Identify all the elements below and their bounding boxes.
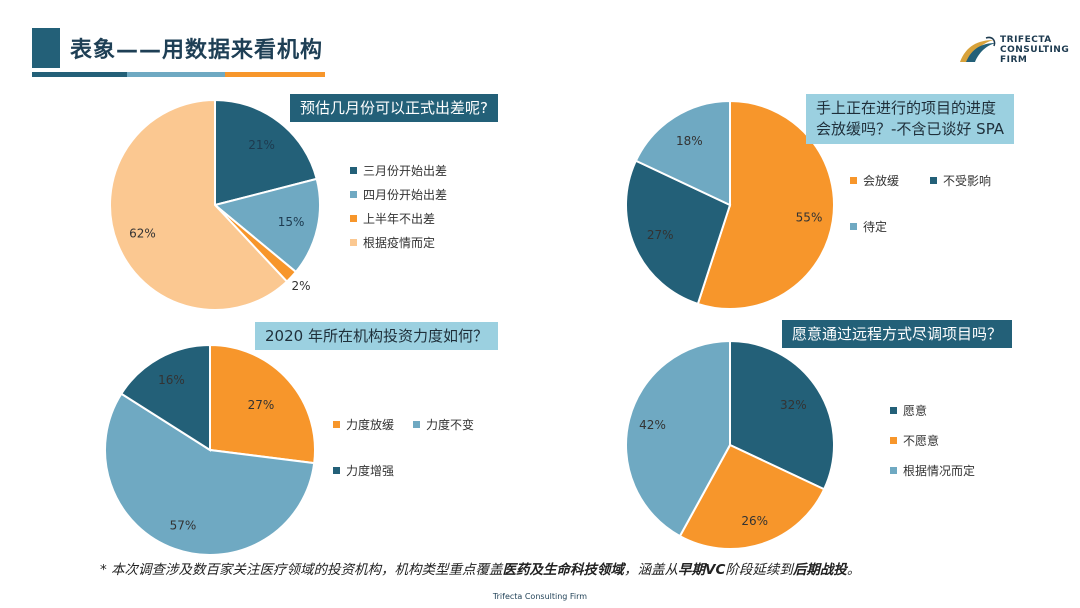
pie-data-label-1: 57% [170, 518, 197, 532]
footnote: * 本次调查涉及数百家关注医疗领域的投资机构，机构类型重点覆盖医药及生命科技领域… [100, 558, 860, 578]
page-title: 表象——用数据来看机构 [70, 38, 324, 63]
legend-label: 力度增强 [346, 464, 395, 478]
legend-swatch [350, 191, 357, 198]
footer-brand: Trifecta Consulting Firm [492, 592, 588, 601]
legend-label: 根据疫情而定 [363, 236, 436, 250]
legend-item-0: 三月份开始出差 [350, 162, 447, 179]
pie-data-label-2: 2% [291, 279, 310, 293]
legend-item-2: 力度增强 [333, 462, 394, 479]
legend-label: 不愿意 [903, 434, 940, 448]
chart-title-remote-dd: 愿意通过远程方式尽调项目吗？ [782, 320, 1013, 348]
legend-item-1: 不受影响 [930, 172, 991, 189]
pie-chart-investment-intensity: 27% 57% 16% [104, 343, 316, 556]
legend-swatch [350, 215, 357, 222]
legend-label: 愿意 [903, 404, 928, 418]
legend-item-3: 根据疫情而定 [350, 234, 435, 251]
legend-item-0: 会放缓 [850, 172, 899, 189]
legend-swatch [850, 177, 857, 184]
pie-slice-0 [214, 98, 318, 207]
legend-label: 上半年不出差 [363, 212, 436, 226]
pie-slice-1 [212, 177, 321, 274]
chart-title-travel: 预估几月份可以正式出差呢? [290, 94, 498, 122]
legend-item-2: 根据情况而定 [890, 462, 975, 479]
pie-data-label-1: 15% [278, 215, 305, 229]
legend-swatch [930, 177, 937, 184]
pie-data-label-1: 26% [741, 514, 768, 528]
pie-slice-2 [625, 339, 731, 538]
legend-item-1: 不愿意 [890, 432, 939, 449]
footnote-bold-2: 早期VC [678, 562, 726, 578]
logo-line-3: FIRM [1000, 55, 1028, 65]
title-underline-navy [32, 72, 127, 77]
pie-data-label-2: 16% [158, 373, 185, 387]
pie-data-label-2: 18% [676, 134, 703, 148]
pie-slice-2 [634, 99, 731, 207]
legend-label: 力度不变 [426, 418, 475, 432]
legend-item-2: 上半年不出差 [350, 210, 435, 227]
legend-swatch [333, 467, 340, 474]
pie-data-label-1: 27% [647, 228, 674, 242]
chart-title-project-progress: 手上正在进行的项目的进度 会放缓吗？-不含已谈好 SPA [806, 94, 1015, 144]
pie-chart-remote-dd: 32% 26% 42% [625, 339, 835, 550]
legend-label: 三月份开始出差 [363, 164, 448, 178]
legend-swatch [890, 467, 897, 474]
logo-line-2: CONSULTING [1000, 45, 1070, 55]
legend-item-0: 愿意 [890, 402, 927, 419]
chart-title-line-1: 手上正在进行的项目的进度 [816, 99, 997, 117]
legend-item-0: 力度放缓 [333, 416, 394, 433]
legend-label: 待定 [863, 220, 888, 234]
pie-chart-travel: 21% 15% 2% 62% [109, 98, 321, 311]
footnote-bold-1: 医药及生命科技领域 [502, 562, 625, 578]
legend-item-1: 四月份开始出差 [350, 186, 447, 203]
pie-slice-2 [119, 343, 211, 452]
legend-swatch [890, 437, 897, 444]
legend-swatch [350, 239, 357, 246]
legend-swatch [350, 167, 357, 174]
legend-swatch [333, 421, 340, 428]
logo-line-1: TRIFECTA [1000, 35, 1052, 45]
pie-slice-0 [209, 343, 316, 465]
pie-data-label-0: 27% [248, 398, 275, 412]
chart-title-investment-intensity: 2020 年所在机构投资力度如何？ [255, 322, 498, 350]
footnote-part-1: * 本次调查涉及数百家关注医疗领域的投资机构，机构类型重点覆盖 [100, 562, 503, 578]
title-underline-teal [127, 72, 225, 77]
pie-slice-0 [696, 99, 835, 310]
legend-label: 力度放缓 [346, 418, 395, 432]
footnote-part-4: 。 [846, 562, 861, 578]
pie-slice-0 [729, 339, 835, 491]
pie-data-label-2: 42% [639, 418, 666, 432]
pie-slice-3 [109, 98, 289, 311]
pie-slice-1 [104, 392, 316, 556]
title-underline-orange [225, 72, 325, 77]
legend-item-1: 力度不变 [413, 416, 474, 433]
pie-slice-1 [625, 159, 732, 306]
footnote-part-2: ，涵盖从 [624, 562, 679, 578]
legend-label: 会放缓 [863, 174, 900, 188]
legend-label: 四月份开始出差 [363, 188, 448, 202]
footnote-bold-3: 后期战投 [792, 562, 847, 578]
legend-swatch [850, 223, 857, 230]
legend-label: 不受影响 [943, 174, 992, 188]
pie-data-label-0: 32% [780, 398, 807, 412]
legend-swatch [890, 407, 897, 414]
footnote-part-3: 阶段延续到 [725, 562, 793, 578]
pie-chart-project-progress: 55% 27% 18% [625, 99, 835, 310]
pie-data-label-3: 62% [129, 227, 156, 241]
horse-head-swoosh-icon [960, 36, 996, 62]
chart-title-line-2: 会放缓吗？-不含已谈好 SPA [816, 120, 1005, 138]
title-accent-block [32, 28, 60, 68]
legend-label: 根据情况而定 [903, 464, 976, 478]
pie-data-label-0: 55% [796, 211, 823, 225]
legend-item-2: 待定 [850, 218, 887, 235]
pie-data-label-0: 21% [248, 138, 275, 152]
legend-swatch [413, 421, 420, 428]
